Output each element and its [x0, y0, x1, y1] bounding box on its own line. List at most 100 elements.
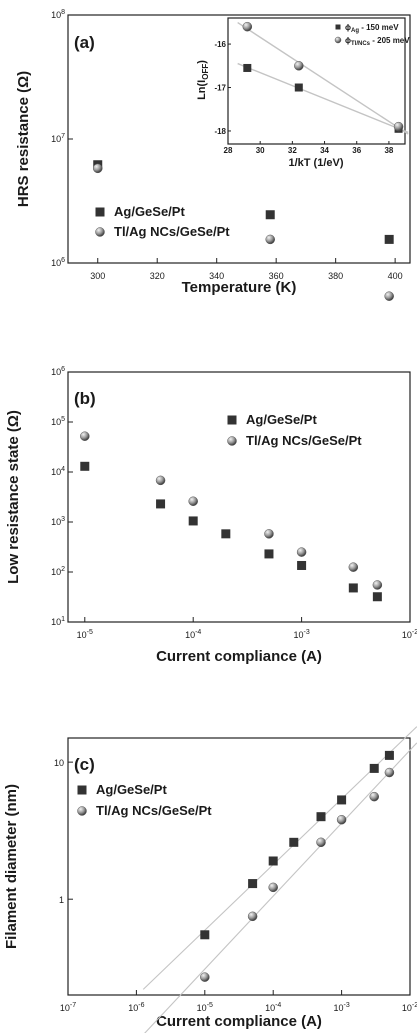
- a-inset-yaxis-title: Ln(IOFF): [196, 60, 210, 100]
- a-inset-point-tl: [393, 121, 404, 132]
- a-inset-xtick-label: 30: [256, 146, 265, 155]
- b-legend-marker-square: [227, 415, 237, 425]
- b-point-tl: [348, 562, 359, 572]
- b-xtick-label: 10-4: [185, 629, 201, 640]
- b-panel-label: (b): [74, 389, 96, 408]
- a-point-tl: [265, 234, 275, 245]
- a-inset-point-tl: [242, 21, 253, 32]
- b-ytick-label: 103: [51, 516, 65, 527]
- c-xtick-label: 10-4: [265, 1002, 281, 1013]
- c-point-ag: [369, 763, 379, 773]
- a-inset-legend-marker-square: [335, 24, 341, 30]
- c-legend-marker-sphere: [77, 806, 87, 816]
- a-inset-point-tl: [294, 61, 304, 71]
- a-inset-xaxis-title: 1/kT (1/eV): [288, 157, 343, 169]
- c-yaxis-title: Filament diameter (nm): [3, 784, 20, 949]
- a-legend-marker-square: [95, 207, 105, 217]
- c-point-tl: [336, 814, 347, 825]
- b-point-ag: [80, 461, 90, 471]
- a-legend-marker-sphere: [95, 227, 105, 237]
- b-ytick-label: 106: [51, 366, 65, 377]
- a-panel-label: (a): [74, 33, 95, 52]
- c-panel-label: (c): [74, 755, 95, 774]
- a-point-ag: [384, 234, 394, 244]
- c-fit-line: [144, 742, 417, 1033]
- b-point-ag: [264, 549, 274, 559]
- c-point-tl: [200, 972, 210, 982]
- b-yaxis-title: Low resistance state (Ω): [5, 410, 22, 584]
- a-inset-xtick-label: 32: [288, 146, 297, 155]
- b-point-tl: [80, 431, 90, 441]
- b-ytick-label: 104: [51, 466, 65, 477]
- c-legend-label-2: Tl/Ag NCs/GeSe/Pt: [96, 803, 212, 818]
- panel-c: 10-7 10-6 10-5 10-4 10-3 10-2 1 10 Current compl…: [3, 726, 417, 1033]
- a-inset-point-ag: [243, 63, 252, 72]
- c-point-tl: [369, 791, 379, 802]
- a-xaxis-title: Temperature (K): [182, 279, 297, 296]
- a-legend-label-2: Tl/Ag NCs/GeSe/Pt: [114, 224, 230, 239]
- a-inset-point-ag: [294, 83, 303, 92]
- b-point-tl: [155, 475, 166, 486]
- a-xtick-label: 300: [90, 271, 105, 281]
- a-inset-xtick-label: 28: [224, 146, 233, 155]
- a-xtick-label: 360: [269, 271, 284, 281]
- a-xtick-label: 340: [209, 271, 224, 281]
- a-yaxis-title: HRS resistance (Ω): [15, 71, 32, 207]
- b-ytick-label: 102: [51, 566, 65, 577]
- a-xtick-label: 400: [388, 271, 403, 281]
- a-inset-xtick-label: 38: [384, 146, 393, 155]
- b-xtick-label: 10-2: [402, 629, 417, 640]
- c-frame: [67, 737, 411, 996]
- a-inset-legend-label-1: ϕAg - 150 meV: [345, 23, 399, 34]
- b-legend-label-1: Ag/GeSe/Pt: [246, 412, 317, 427]
- c-legend-label-1: Ag/GeSe/Pt: [96, 782, 167, 797]
- b-legend-marker-sphere: [227, 436, 237, 446]
- c-point-tl: [316, 837, 326, 848]
- a-point-tl: [384, 291, 394, 301]
- a-inset-legend-marker-sphere: [334, 36, 342, 44]
- a-ytick-label: 108: [51, 9, 65, 20]
- c-point-ag: [200, 930, 210, 940]
- a-inset-ytick-label: -18: [214, 127, 226, 136]
- c-xtick-label: 10-6: [128, 1002, 144, 1013]
- c-point-ag: [289, 837, 299, 847]
- b-xtick-label: 10-3: [293, 629, 309, 640]
- a-inset-frame: [227, 17, 406, 145]
- a-inset-xtick-label: 34: [320, 146, 329, 155]
- b-point-tl: [296, 547, 307, 557]
- b-point-ag: [348, 583, 358, 593]
- c-legend-marker-square: [77, 785, 87, 795]
- c-xtick-label: 10-3: [333, 1002, 349, 1013]
- c-xtick-label: 10-2: [402, 1002, 417, 1013]
- a-xtick-label: 380: [328, 271, 343, 281]
- b-point-ag: [297, 560, 307, 570]
- c-point-ag: [337, 795, 347, 805]
- c-point-tl: [384, 767, 395, 778]
- b-point-tl: [264, 529, 274, 539]
- c-point-ag: [248, 879, 258, 889]
- b-point-tl: [372, 580, 383, 590]
- b-point-ag: [156, 499, 166, 509]
- a-inset-ytick-label: -17: [214, 84, 226, 93]
- c-point-ag: [316, 812, 326, 822]
- a-ytick-label: 106: [51, 257, 65, 268]
- b-point-ag: [221, 529, 231, 539]
- c-point-ag: [268, 856, 278, 866]
- b-legend-label-2: Tl/Ag NCs/GeSe/Pt: [246, 433, 362, 448]
- c-xtick-label: 10-7: [60, 1002, 76, 1013]
- a-ytick-label: 107: [51, 133, 65, 144]
- a-inset-ytick-label: -16: [214, 40, 226, 49]
- c-point-ag: [384, 750, 394, 760]
- a-inset-legend-label-2: ϕTl/NCs - 205 meV: [345, 36, 410, 47]
- c-ytick-label: 1: [59, 895, 64, 905]
- a-inset-fit-line: [237, 62, 409, 134]
- a-point-ag: [265, 210, 275, 220]
- b-frame: [67, 371, 411, 623]
- panel-a: 300 320 340 360 380 400 106 107 108 Temperature (…: [15, 9, 411, 301]
- c-xaxis-title: Current compliance (A): [156, 1013, 322, 1030]
- a-xtick-label: 320: [150, 271, 165, 281]
- a-inset-fit-line: [237, 21, 409, 135]
- b-point-ag: [188, 516, 198, 526]
- a-legend-label-1: Ag/GeSe/Pt: [114, 204, 185, 219]
